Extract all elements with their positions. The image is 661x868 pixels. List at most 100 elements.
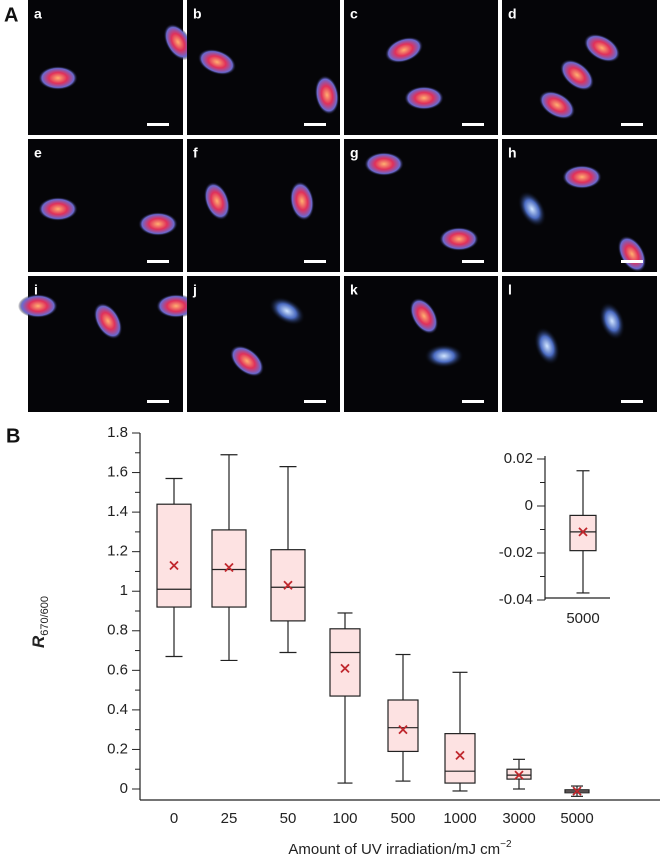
x-axis-label: Amount of UV irradiation/mJ cm−2 (288, 839, 512, 858)
x-tick-label: 5000 (560, 810, 593, 827)
box (444, 733, 476, 784)
y-tick-label: 0.8 (107, 622, 128, 639)
cell (538, 90, 576, 120)
micrograph: j (187, 276, 340, 412)
image-label: j (192, 282, 197, 298)
mean-marker (514, 770, 524, 780)
image-label: a (34, 6, 42, 22)
image-label: b (193, 6, 202, 22)
micrograph: c (344, 0, 498, 135)
mean-marker (340, 663, 350, 673)
cell (93, 302, 123, 340)
scale-bar (462, 123, 484, 126)
scale-bar (462, 400, 484, 403)
box-plot: 0 0.2 0.4 0.6 0.8 1 1.2 1.4 1.6 1.8 0 25 50 100 500 100… (29, 424, 660, 858)
cell (439, 227, 479, 251)
scale-bar (147, 123, 169, 126)
box (156, 503, 192, 608)
image-label: i (34, 282, 38, 298)
scale-bar (462, 260, 484, 263)
inset-x-tick-label: 5000 (566, 610, 599, 627)
scale-bar (304, 123, 326, 126)
cell (18, 294, 58, 318)
micrograph-background (344, 276, 498, 412)
micrograph: h (502, 139, 657, 273)
y-axis-label-subscript: 670/600 (39, 596, 51, 636)
box (329, 628, 361, 697)
scale-bar (147, 400, 169, 403)
x-tick-label: 25 (221, 810, 238, 827)
x-tick-label: 1000 (443, 810, 476, 827)
y-tick-label: 0.2 (107, 740, 128, 757)
cell (533, 326, 561, 366)
image-label: d (508, 6, 517, 22)
cell (163, 23, 193, 61)
image-label: k (350, 282, 358, 298)
panel-label: A (4, 4, 18, 26)
y-tick-label: 0 (120, 780, 128, 797)
y-tick-label: 1 (120, 582, 128, 599)
cell (598, 301, 626, 341)
micrograph: i (18, 276, 196, 412)
cell (203, 181, 231, 221)
cell (197, 48, 237, 76)
panel-label: B (6, 425, 20, 447)
mean-marker (578, 527, 588, 537)
x-tick-label: 50 (280, 810, 297, 827)
y-axis-label-main: R (29, 635, 48, 648)
micrograph: b (187, 0, 340, 135)
image-label: g (350, 145, 359, 161)
cell (268, 296, 306, 326)
micrograph: k (344, 276, 498, 412)
scale-bar (147, 260, 169, 263)
micrograph: g (344, 139, 498, 272)
scale-bar (304, 400, 326, 403)
y-tick-label: -0.02 (499, 544, 533, 561)
y-tick-label: 0 (525, 497, 533, 514)
cell (409, 297, 439, 335)
micrograph-background (344, 0, 498, 135)
cell (404, 86, 444, 110)
y-tick-label: 0.4 (107, 701, 128, 718)
scale-bar (621, 260, 643, 263)
image-label: e (34, 145, 42, 161)
cell (583, 33, 621, 63)
micrograph-background (28, 276, 183, 412)
micrograph: l (502, 276, 657, 412)
cell (229, 345, 265, 377)
cell (156, 294, 196, 318)
cell (559, 59, 595, 91)
cell (38, 66, 78, 90)
mean-marker (572, 786, 582, 796)
x-tick-label: 0 (170, 810, 178, 827)
mean-marker (224, 562, 234, 573)
cell (138, 212, 178, 236)
y-axis-label: R670/600 (29, 596, 50, 648)
cell (314, 75, 340, 115)
y-tick-label: 1.4 (107, 503, 128, 520)
y-tick-label: 1.8 (107, 424, 128, 441)
mean-marker (283, 580, 293, 590)
x-tick-label: 500 (390, 810, 415, 827)
box (387, 699, 419, 753)
micrograph: a (28, 0, 193, 135)
cell (384, 36, 424, 64)
micrograph: f (187, 139, 340, 272)
x-axis-label-superscript: −2 (500, 839, 512, 850)
y-tick-label: 1.6 (107, 464, 128, 481)
scale-bar (621, 123, 643, 126)
cell (517, 190, 547, 228)
cell (38, 197, 78, 221)
micrograph-background (187, 276, 340, 412)
micrograph: e (28, 139, 183, 272)
mean-marker (398, 725, 408, 735)
y-tick-label: 0.02 (504, 450, 533, 467)
image-label: h (508, 145, 517, 161)
x-axis-label-main: Amount of UV irradiation/mJ cm (288, 841, 500, 858)
y-tick-label: 0.6 (107, 661, 128, 678)
cell (364, 152, 404, 176)
scale-bar (304, 260, 326, 263)
cell (617, 235, 647, 273)
mean-marker (169, 560, 179, 571)
